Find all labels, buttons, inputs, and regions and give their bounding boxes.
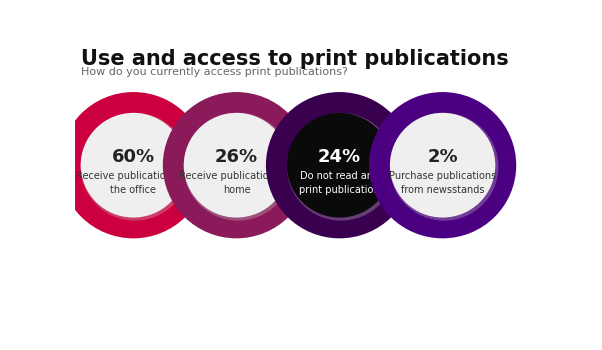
Circle shape <box>60 92 207 238</box>
Circle shape <box>287 113 393 218</box>
Text: How do you currently access print publications?: How do you currently access print public… <box>81 66 349 77</box>
Text: 60%: 60% <box>112 148 155 167</box>
Circle shape <box>369 92 517 238</box>
Text: Purchase publications
from newsstands: Purchase publications from newsstands <box>389 172 496 195</box>
Text: Use and access to print publications: Use and access to print publications <box>81 49 509 69</box>
Circle shape <box>184 113 292 220</box>
Text: Receive publications at
the office: Receive publications at the office <box>76 172 190 195</box>
Text: 26%: 26% <box>215 148 258 167</box>
Circle shape <box>287 113 396 220</box>
Circle shape <box>163 92 310 238</box>
Text: 24%: 24% <box>318 148 361 167</box>
Circle shape <box>266 92 413 238</box>
Circle shape <box>390 113 498 220</box>
Circle shape <box>184 113 289 218</box>
Circle shape <box>81 113 189 220</box>
Circle shape <box>390 113 495 218</box>
Text: Receive publications at
home: Receive publications at home <box>179 172 293 195</box>
Text: Do not read any
print publication: Do not read any print publication <box>299 172 380 195</box>
Circle shape <box>81 113 186 218</box>
Text: 2%: 2% <box>427 148 458 167</box>
